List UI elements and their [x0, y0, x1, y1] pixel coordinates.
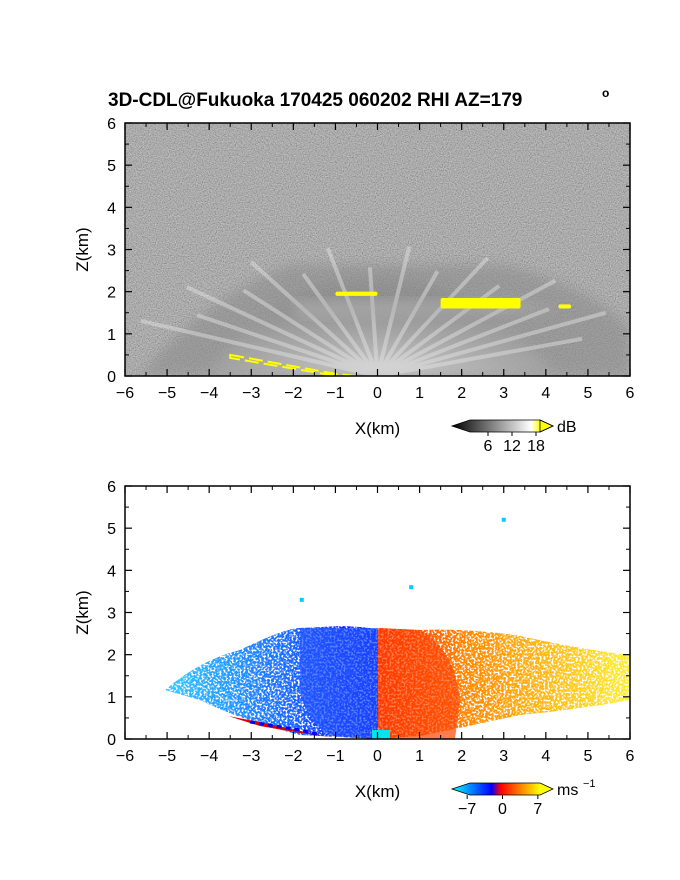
- velocity-xtick-label: −5: [158, 748, 176, 765]
- velocity-xaxis-label: X(km): [355, 782, 400, 801]
- intensity-colorbar-unit: dB: [557, 419, 577, 436]
- velocity-colorbar-tick-label: −7: [458, 801, 476, 818]
- velocity-xtick-label: 1: [415, 748, 424, 765]
- velocity-xtick-label: 0: [373, 748, 382, 765]
- intensity-ytick-label: 1: [107, 327, 116, 344]
- intensity-bright-feature: [558, 304, 572, 309]
- velocity-panel: −6 −5 −4 −3 −2 −1 0 1 2 3 4 5 6 0 1 2 3 4 5 6 X(km) Z(km) −7 0…: [73, 479, 635, 818]
- velocity-xtick-label: −1: [326, 748, 344, 765]
- intensity-fan-ray: [376, 307, 550, 376]
- velocity-xtick-label: 6: [626, 748, 635, 765]
- velocity-scatter-point: [501, 517, 506, 522]
- intensity-xtick-label: 1: [415, 385, 424, 402]
- velocity-scatter-point: [299, 597, 304, 602]
- intensity-fan-ray: [377, 336, 583, 376]
- intensity-xtick-label: 3: [499, 385, 508, 402]
- intensity-colorbar-tick-label: 12: [503, 438, 521, 455]
- intensity-colorbar-tick-label: 6: [484, 438, 493, 455]
- intensity-xtick-label: −6: [116, 385, 134, 402]
- velocity-yaxis-label: Z(km): [73, 590, 92, 634]
- intensity-xtick-label: −1: [326, 385, 344, 402]
- velocity-xtick-label: 5: [583, 748, 592, 765]
- velocity-ytick-label: 1: [107, 690, 116, 707]
- velocity-ytick-label: 2: [107, 648, 116, 665]
- intensity-fan-ray: [196, 313, 379, 376]
- intensity-ytick-label: 5: [107, 158, 116, 175]
- intensity-fan-ray: [376, 278, 557, 376]
- intensity-xtick-label: 2: [457, 385, 466, 402]
- velocity-xtick-label: −3: [242, 748, 260, 765]
- intensity-xtick-label: 5: [583, 385, 592, 402]
- figure-title: 3D-CDL@Fukuoka 170425 060202 RHI AZ=179: [108, 90, 522, 111]
- velocity-xtick-label: 4: [541, 748, 550, 765]
- figure-title-superscript: o: [602, 86, 609, 100]
- velocity-ytick-label: 0: [107, 732, 116, 749]
- intensity-colorbar-tick-label: 18: [527, 438, 545, 455]
- intensity-bright-feature: [440, 297, 521, 309]
- intensity-ytick-label: 4: [107, 200, 116, 217]
- intensity-ytick-label: 2: [107, 285, 116, 302]
- intensity-xtick-label: 0: [373, 385, 382, 402]
- intensity-heatmap: [125, 123, 630, 376]
- velocity-xtick-label: 3: [499, 748, 508, 765]
- velocity-colorbar-unit: ms: [557, 782, 578, 799]
- velocity-ytick-label: 3: [107, 606, 116, 623]
- intensity-xaxis-label: X(km): [355, 419, 400, 438]
- intensity-xtick-label: −4: [200, 385, 218, 402]
- intensity-bright-feature: [229, 353, 358, 376]
- velocity-ytick-label: 4: [107, 563, 116, 580]
- velocity-scatter-point: [409, 585, 414, 590]
- intensity-yaxis-label: Z(km): [73, 227, 92, 271]
- intensity-fan-ray: [376, 256, 490, 376]
- velocity-colorbar-tick-label: 0: [498, 801, 507, 818]
- intensity-xtick-label: −5: [158, 385, 176, 402]
- velocity-colorbar: −7 0 7 ms −1: [450, 778, 596, 818]
- intensity-xtick-label: 6: [626, 385, 635, 402]
- intensity-fan-ray: [249, 260, 379, 376]
- intensity-fan-ray: [375, 270, 440, 376]
- velocity-colorbar-tick-label: 7: [533, 801, 542, 818]
- intensity-xtick-label: −2: [284, 385, 302, 402]
- velocity-xtick-label: −4: [200, 748, 218, 765]
- velocity-xtick-label: 2: [457, 748, 466, 765]
- velocity-xtick-label: −6: [116, 748, 134, 765]
- intensity-fan-ray: [242, 288, 379, 376]
- intensity-fan-ray: [140, 318, 378, 376]
- intensity-xtick-label: −3: [242, 385, 260, 402]
- intensity-fan-ray: [367, 267, 380, 376]
- intensity-bright-feature: [335, 291, 378, 296]
- intensity-xtick-label: 4: [541, 385, 550, 402]
- intensity-ytick-label: 0: [107, 369, 116, 386]
- velocity-ytick-label: 6: [107, 479, 116, 496]
- intensity-fan-ray: [185, 285, 379, 376]
- intensity-fan-ray: [376, 310, 607, 376]
- intensity-ytick-label: 3: [107, 243, 116, 260]
- intensity-ytick-label: 6: [107, 116, 116, 133]
- intensity-colorbar: 6 12 18 dB: [450, 419, 577, 455]
- velocity-xtick-label: −2: [284, 748, 302, 765]
- velocity-colorbar-unit-exponent: −1: [583, 778, 596, 790]
- velocity-ytick-label: 5: [107, 521, 116, 538]
- intensity-fan-ray: [301, 272, 380, 376]
- velocity-heatmap: [125, 486, 630, 739]
